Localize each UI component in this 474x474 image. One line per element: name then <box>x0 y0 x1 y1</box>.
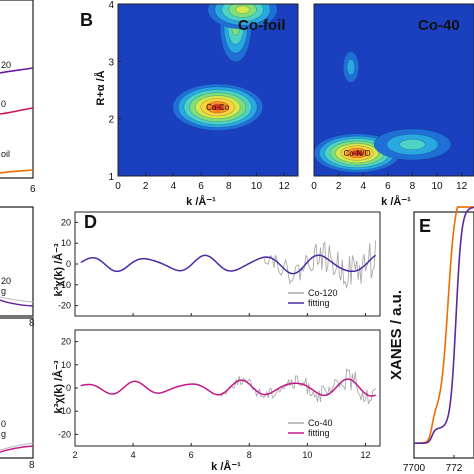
d-top-series-1 <box>80 254 377 275</box>
d-bottom-xtick-label-2: 6 <box>189 450 194 460</box>
d-xlabel: k /Å⁻¹ <box>211 460 241 473</box>
co-40-xtick-label-1: 2 <box>336 181 342 192</box>
d-bottom-xtick-label-5: 12 <box>360 450 370 460</box>
d-bottom-ytick-label-2: 0 <box>66 383 71 393</box>
left-top-xtick: 6 <box>30 184 36 195</box>
co-40-xtick-label-3: 6 <box>385 181 391 192</box>
xanes-series-1 <box>414 206 474 444</box>
left-top-label-2: 0 <box>1 99 6 109</box>
d-top-legend-label-1: fitting <box>308 298 330 308</box>
panel-label-d: D <box>84 212 97 232</box>
heatmap-xlabel-right: k /Å⁻¹ <box>381 195 411 208</box>
xanes-ylabel: XANES / a.u. <box>388 290 405 380</box>
co-40-peak-label-0: Co-N/O <box>344 149 371 158</box>
left-top-panel: 20 0 oil 6 <box>0 0 36 195</box>
heatmap-title-co-40: Co-40 <box>418 17 460 34</box>
d-top-ytick-label-0: 20 <box>61 217 71 227</box>
heatmap-ylabel: R+α /Å <box>94 70 107 105</box>
co-40-xtick-label-5: 10 <box>432 181 444 192</box>
xanes-xtick-label-0: 7700 <box>403 463 426 474</box>
left-strip: 20 0 oil 6 20 g 8 0 g 8 <box>0 0 36 471</box>
left-bottom-label-1: 0 <box>1 419 6 429</box>
d-bottom-legend-label-1: fitting <box>308 428 330 438</box>
co-foil-peak-label-0: Co-Co <box>206 103 230 112</box>
d-top-ytick-label-2: 0 <box>66 259 71 269</box>
left-top-label-3: oil <box>1 149 10 159</box>
left-middle-panel: 20 g 8 <box>0 206 35 329</box>
d-bottom-legend-label-0: Co-40 <box>308 418 333 428</box>
left-middle-xtick: 8 <box>29 318 35 329</box>
co-40-xtick-label-4: 8 <box>410 181 416 192</box>
d-top-ytick-label-3: -10 <box>58 280 71 290</box>
co-foil-xtick-label-3: 6 <box>198 181 204 192</box>
d-bottom-xtick-label-4: 10 <box>302 450 312 460</box>
d-top-ytick-label-1: 10 <box>61 238 71 248</box>
heatmap-title-co-foil: Co-foil <box>238 17 285 34</box>
co-40-contour-2-1 <box>346 59 356 76</box>
co-foil-xtick-label-0: 0 <box>115 181 121 192</box>
left-middle-label-2: g <box>1 286 6 296</box>
co-foil-contour-2-4 <box>235 5 250 14</box>
co-40-contour-0-7 <box>351 150 363 156</box>
d-bottom-frame <box>74 329 381 447</box>
co-foil-ytick-label-0: 1 <box>108 172 114 183</box>
d-bottom-ytick-label-0: 20 <box>61 337 71 347</box>
xanes-series-0 <box>414 206 474 444</box>
d-bottom-xtick-label-0: 2 <box>72 450 77 460</box>
co-foil-xtick-label-1: 2 <box>143 181 149 192</box>
d-bottom-xtick-label-1: 4 <box>131 450 136 460</box>
co-40-contour-1-2 <box>399 139 426 150</box>
co-foil-xtick-label-6: 12 <box>279 181 291 192</box>
d-top-legend-label-0: Co-120 <box>308 288 338 298</box>
co-40-xtick-label-6: 12 <box>456 181 468 192</box>
d-top-ytick-label-4: -20 <box>58 301 71 311</box>
left-top-label-1: 20 <box>1 60 11 70</box>
d-bottom-ytick-label-3: -10 <box>58 406 71 416</box>
d-bottom-ylabel: k³χ(k) /Å⁻³ <box>52 360 65 413</box>
d-bottom-ytick-label-4: -20 <box>58 429 71 439</box>
xanes-xtick-label-1: 772 <box>446 463 463 474</box>
co-40-xtick-label-0: 0 <box>311 181 317 192</box>
panel-label-b: B <box>80 10 93 30</box>
left-bottom-label-2: g <box>1 429 6 439</box>
d-bottom-ytick-label-1: 10 <box>61 360 71 370</box>
d-bottom-xtick-label-3: 8 <box>247 450 252 460</box>
heatmap-xlabel-left: k /Å⁻¹ <box>186 195 216 208</box>
co-foil-contour-0-7 <box>211 103 224 111</box>
left-bottom-panel: 0 g 8 <box>0 317 35 471</box>
co-foil-xtick-label-4: 8 <box>226 181 232 192</box>
left-middle-label-1: 20 <box>1 276 11 286</box>
xanes-chart: 7700 772 <box>403 206 474 474</box>
panel-label-e: E <box>419 216 431 236</box>
co-foil-ytick-label-3: 4 <box>108 0 114 11</box>
co-foil-xtick-label-2: 4 <box>171 181 177 192</box>
heatmap-co-foil: Co-Co Co-foil <box>117 3 299 177</box>
heatmap-co-40: Co-N/O Co-40 <box>313 3 474 177</box>
d-top-series-0 <box>80 240 377 290</box>
d-bottom-series-1 <box>80 378 376 397</box>
co-foil-ytick-label-2: 3 <box>108 57 114 68</box>
left-bottom-xtick: 8 <box>29 460 35 471</box>
co-40-xtick-label-2: 4 <box>360 181 366 192</box>
co-foil-xtick-label-5: 10 <box>251 181 263 192</box>
co-foil-ytick-label-1: 2 <box>108 115 114 126</box>
d-top-ylabel: k³χ(k) /Å⁻³ <box>52 243 65 296</box>
